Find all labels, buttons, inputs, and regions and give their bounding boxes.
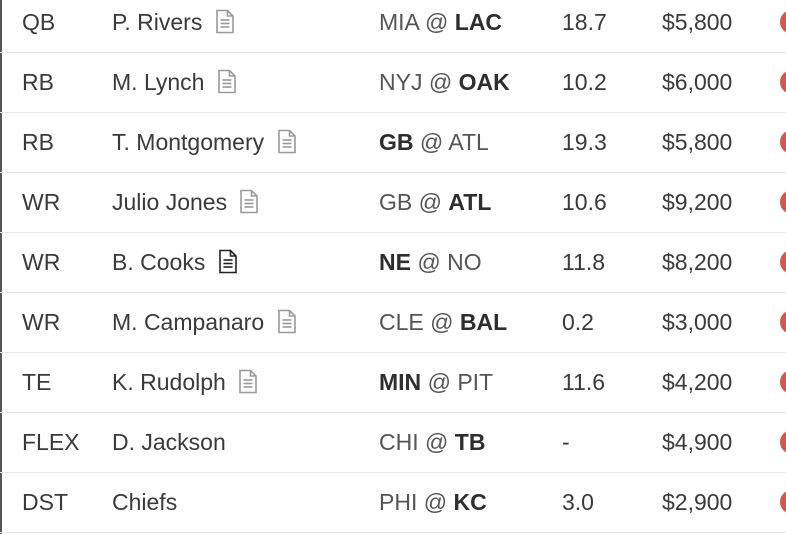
at-separator: @: [427, 369, 458, 395]
position-label: WR: [22, 189, 61, 215]
at-separator: @: [417, 249, 448, 275]
player-salary: $4,900: [662, 429, 733, 455]
document-icon[interactable]: [277, 129, 297, 154]
player-salary: $5,800: [662, 129, 733, 155]
lineup-row: TE K. Rudolph MIN @ PIT 11.6 $4,200: [0, 353, 786, 413]
remove-player-button[interactable]: [780, 490, 786, 514]
lineup-row: QB P. Rivers MIA @ LAC 18.7 $5,800: [0, 0, 786, 53]
lineup-row: WR B. Cooks NE @ NO 11.8 $8,200: [0, 233, 786, 293]
position-label: WR: [22, 249, 61, 275]
lineup-row: WR M. Campanaro CLE @ BAL 0.2 $3,000: [0, 293, 786, 353]
player-salary: $8,200: [662, 249, 733, 275]
matchup: GB @ ATL: [379, 173, 491, 232]
player-salary: $6,000: [662, 69, 733, 95]
projected-points: 0.2: [562, 309, 594, 335]
home-team: ATL: [448, 129, 489, 155]
home-team: BAL: [459, 309, 508, 335]
document-icon[interactable]: [239, 189, 259, 214]
player-name-link[interactable]: P. Rivers: [112, 9, 203, 35]
lineup-row: FLEX D. Jackson CHI @ TB - $4,900: [0, 413, 786, 473]
player-name-link[interactable]: B. Cooks: [112, 249, 206, 275]
matchup: GB @ ATL: [379, 113, 489, 172]
position-label: WR: [22, 309, 61, 335]
matchup: MIA @ LAC: [379, 0, 502, 52]
document-icon[interactable]: [218, 249, 238, 274]
position-label: RB: [22, 69, 54, 95]
at-separator: @: [418, 189, 449, 215]
at-separator: @: [419, 129, 449, 155]
projected-points: -: [562, 429, 570, 455]
at-separator: @: [428, 69, 459, 95]
projected-points: 19.3: [562, 129, 607, 155]
matchup: PHI @ KC: [379, 473, 487, 532]
lineup-row: WR Julio Jones GB @ ATL 10.6 $9,200: [0, 173, 786, 233]
lineup-row: RB T. Montgomery GB @ ATL 19.3 $5,800: [0, 113, 786, 173]
remove-player-button[interactable]: [780, 190, 786, 214]
home-team: OAK: [458, 69, 510, 95]
home-team: TB: [454, 429, 486, 455]
away-team: NE: [379, 249, 411, 275]
player-name-link[interactable]: M. Lynch: [112, 69, 205, 95]
position-label: RB: [22, 129, 54, 155]
home-team: ATL: [448, 189, 492, 215]
home-team: NO: [447, 249, 482, 275]
remove-player-button[interactable]: [780, 310, 786, 334]
document-icon[interactable]: [217, 69, 237, 94]
document-icon[interactable]: [238, 369, 258, 394]
player-name-link[interactable]: M. Campanaro: [112, 309, 265, 335]
table-left-border: [0, 0, 2, 534]
document-icon[interactable]: [277, 309, 297, 334]
lineup-row: DST Chiefs PHI @ KC 3.0 $2,900: [0, 473, 786, 533]
home-team: PIT: [457, 369, 494, 395]
away-team: NYJ: [379, 69, 423, 95]
projected-points: 10.6: [562, 189, 607, 215]
matchup: CHI @ TB: [379, 413, 485, 472]
lineup-row: RB M. Lynch NYJ @ OAK 10.2 $6,000: [0, 53, 786, 113]
position-label: TE: [22, 369, 52, 395]
projected-points: 11.6: [562, 369, 606, 395]
away-team: MIA: [379, 9, 419, 35]
remove-player-button[interactable]: [780, 10, 786, 34]
at-separator: @: [425, 429, 455, 455]
player-name-link[interactable]: T. Montgomery: [112, 129, 265, 155]
matchup: NE @ NO: [379, 233, 482, 292]
position-label: QB: [22, 9, 56, 35]
matchup: NYJ @ OAK: [379, 53, 510, 112]
projected-points: 11.8: [562, 249, 606, 275]
away-team: CHI: [379, 429, 419, 455]
away-team: GB: [379, 189, 413, 215]
document-icon[interactable]: [215, 9, 235, 34]
away-team: GB: [379, 129, 414, 155]
player-salary: $2,900: [662, 489, 733, 515]
home-team: KC: [453, 489, 487, 515]
remove-player-button[interactable]: [780, 250, 786, 274]
player-salary: $5,800: [662, 9, 733, 35]
player-salary: $3,000: [662, 309, 733, 335]
player-name-link[interactable]: D. Jackson: [112, 429, 226, 455]
at-separator: @: [425, 9, 455, 35]
player-salary: $9,200: [662, 189, 733, 215]
player-name-link[interactable]: Chiefs: [112, 489, 178, 515]
at-separator: @: [423, 489, 454, 515]
projected-points: 3.0: [562, 489, 594, 515]
position-label: FLEX: [22, 429, 80, 455]
away-team: MIN: [379, 369, 422, 395]
position-label: DST: [22, 489, 68, 515]
matchup: CLE @ BAL: [379, 293, 507, 352]
player-salary: $4,200: [662, 369, 733, 395]
remove-player-button[interactable]: [780, 430, 786, 454]
projected-points: 10.2: [562, 69, 607, 95]
remove-player-button[interactable]: [780, 130, 786, 154]
remove-player-button[interactable]: [780, 370, 786, 394]
projected-points: 18.7: [562, 9, 607, 35]
away-team: PHI: [379, 489, 418, 515]
away-team: CLE: [379, 309, 424, 335]
matchup: MIN @ PIT: [379, 353, 493, 412]
player-name-link[interactable]: Julio Jones: [112, 189, 228, 215]
player-name-link[interactable]: K. Rudolph: [112, 369, 226, 395]
remove-player-button[interactable]: [780, 70, 786, 94]
at-separator: @: [430, 309, 460, 335]
home-team: LAC: [454, 9, 503, 35]
